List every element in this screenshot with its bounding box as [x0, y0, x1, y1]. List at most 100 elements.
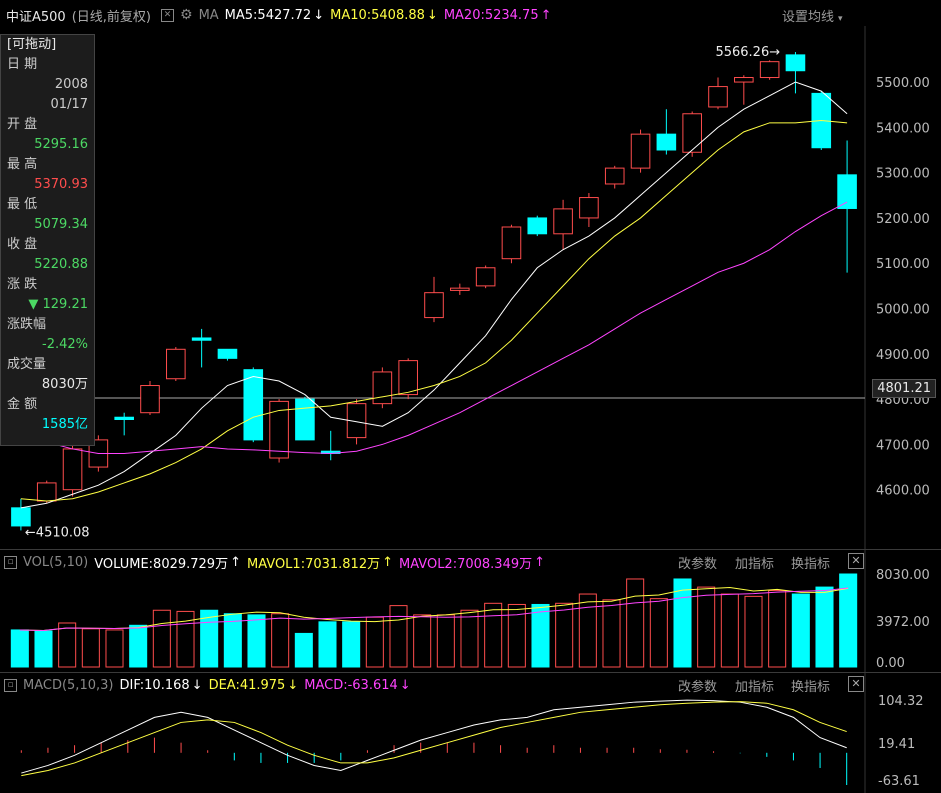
current-price-label: 4801.21: [872, 379, 936, 398]
ma20-line: [20, 201, 848, 454]
candle-body: [527, 217, 548, 235]
candle-body: [36, 482, 57, 502]
ma20-value: MA20:5234.75: [443, 7, 539, 23]
high-label: 最 高: [7, 157, 38, 172]
drag-hint[interactable]: [可拖动]: [7, 37, 57, 52]
date-value: 01/17: [50, 97, 88, 112]
candle-body: [243, 369, 264, 441]
volume-bar: [247, 614, 266, 668]
volume-bar: [389, 605, 408, 668]
ma20-arrow: ↑: [540, 7, 552, 23]
low-value: 5079.34: [34, 217, 88, 232]
macd-swap-indicator-button[interactable]: 换指标: [791, 680, 831, 695]
price-tick-label: 5100.00: [876, 257, 930, 272]
index-title[interactable]: 中证A500: [6, 9, 66, 25]
volume-bar: [578, 593, 597, 668]
settings-ma-button[interactable]: 设置均线 ▾: [782, 10, 843, 25]
volume-value: 8030万: [41, 377, 88, 392]
macd-tick-label: -63.61: [878, 774, 920, 789]
volume-bar: [507, 603, 526, 668]
ma5-value: MA5:5427.72: [224, 7, 312, 23]
vol-close-icon[interactable]: ✕: [848, 553, 864, 569]
price-tick-label: 5500.00: [876, 76, 930, 91]
vol-label: VOL(5,10): [23, 554, 89, 570]
macd-label: MACD(5,10,3): [23, 677, 114, 693]
dif-arrow: ↓: [191, 677, 203, 693]
price-tick-label: 4900.00: [876, 348, 930, 363]
volume-bar: [768, 590, 787, 668]
macd-arrow: ↓: [399, 677, 411, 693]
gear-icon[interactable]: ⚙: [180, 7, 193, 23]
volume-bar: [673, 578, 692, 668]
volume-label: 成交量: [7, 357, 47, 372]
candle-body: [837, 174, 857, 209]
collapse-icon[interactable]: ▫: [4, 678, 17, 692]
collapse-icon[interactable]: ▫: [4, 555, 17, 569]
candle-body: [630, 133, 651, 169]
vol-value: VOLUME:8029.729万: [94, 556, 229, 572]
price-tick-label: 5400.00: [876, 121, 930, 136]
macd-tick-label: 104.32: [878, 694, 924, 709]
volume-bar: [365, 616, 384, 668]
volume-bar: [649, 598, 668, 668]
pct-label: 涨跌幅: [7, 317, 47, 332]
candle-body: [656, 133, 677, 151]
vol-add-indicator-button[interactable]: 加指标: [735, 557, 775, 572]
close-icon[interactable]: ✕: [161, 8, 174, 22]
volume-bar: [436, 614, 455, 668]
candle-body: [114, 416, 134, 420]
candle-body: [759, 61, 780, 79]
price-tick-label: 4600.00: [876, 484, 930, 499]
ma5-line: [20, 81, 848, 509]
volume-bar: [720, 593, 739, 668]
macd-edit-params-button[interactable]: 改参数: [678, 680, 718, 695]
candle-body: [295, 398, 315, 441]
date-label: 日 期: [7, 57, 38, 72]
volume-tick-label: 3972.00: [876, 615, 930, 630]
candle-body: [475, 267, 496, 287]
amount-value: 1585亿: [41, 417, 88, 432]
candle-body: [269, 400, 289, 459]
candle-body: [191, 337, 212, 341]
volume-bar: [200, 609, 219, 668]
ma10-line: [20, 120, 848, 502]
macd-tick-label: 19.41: [878, 737, 915, 752]
macd-dif-line: [21, 699, 847, 774]
vol-arrow: ↑: [230, 554, 241, 570]
candle-body: [140, 385, 160, 414]
volume-bar: [271, 613, 290, 668]
volume-bar: [697, 586, 716, 668]
close-label: 收 盘: [7, 237, 38, 252]
volume-bar: [176, 610, 195, 668]
mavol2-arrow: ↑: [534, 554, 546, 570]
vol-edit-params-button[interactable]: 改参数: [678, 557, 718, 572]
candle-body: [604, 167, 625, 185]
price-tick-label: 5300.00: [876, 167, 930, 182]
volume-bar: [342, 621, 361, 668]
volume-bar: [815, 586, 834, 668]
volume-bar: [744, 595, 763, 668]
candle-body: [372, 371, 393, 405]
candle-body: [785, 54, 806, 72]
ma10-value: MA10:5408.88: [330, 7, 425, 23]
candle-body: [579, 197, 599, 219]
low-label: 最 低: [7, 197, 38, 212]
high-value: 5370.93: [34, 177, 88, 192]
volume-bar: [105, 629, 124, 668]
candle-body: [501, 226, 522, 260]
macd-close-icon[interactable]: ✕: [848, 676, 864, 692]
volume-bar: [34, 630, 53, 668]
vol-swap-indicator-button[interactable]: 换指标: [791, 557, 831, 572]
price-tick-label: 5200.00: [876, 212, 930, 227]
mavol1-line: [19, 587, 849, 632]
dropdown-icon: ▾: [838, 14, 843, 24]
info-panel[interactable]: [可拖动] 日 期 2008 01/17 开 盘 5295.16 最 高 537…: [0, 34, 95, 446]
ma-label: MA: [198, 7, 219, 23]
volume-bar: [129, 624, 148, 668]
close-value: 5220.88: [34, 257, 88, 272]
open-value: 5295.16: [34, 137, 88, 152]
macd-add-indicator-button[interactable]: 加指标: [735, 680, 775, 695]
volume-bar: [294, 632, 313, 668]
macd-value: MACD:-63.614: [304, 677, 398, 693]
